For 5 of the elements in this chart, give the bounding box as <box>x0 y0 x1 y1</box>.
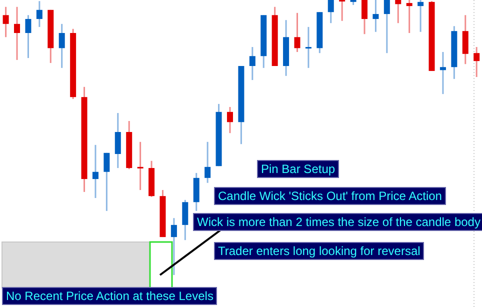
annotation: Trader enters long looking for reversal <box>214 242 424 260</box>
text: No Recent Price Action at these Levels <box>2 287 218 305</box>
annotation: Candle Wick 'Sticks Out' from Price Action <box>214 187 446 205</box>
annotation: Pin Bar Setup <box>257 160 340 178</box>
annotation: Wick is more than 2 times the size of the candle body <box>193 213 482 231</box>
